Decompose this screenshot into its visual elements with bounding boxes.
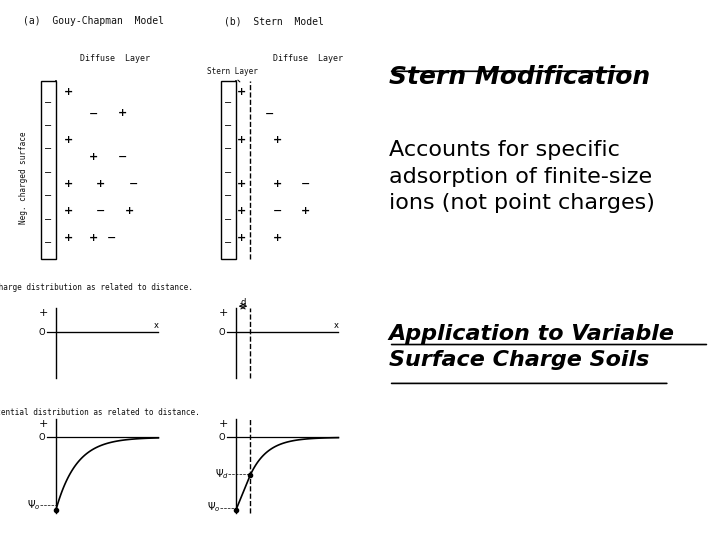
Text: −: −	[44, 144, 52, 154]
Text: Diffuse  Layer: Diffuse Layer	[273, 54, 343, 63]
Text: −: −	[44, 98, 52, 107]
Text: O: O	[38, 433, 45, 442]
Text: −: −	[44, 121, 52, 131]
Text: +: +	[273, 233, 282, 242]
Text: +: +	[89, 152, 98, 161]
Text: −: −	[44, 191, 52, 201]
Text: Accounts for specific
adsorption of finite-size
ions (not point charges): Accounts for specific adsorption of fini…	[389, 140, 654, 213]
Text: +: +	[237, 233, 246, 242]
Text: −: −	[224, 98, 232, 107]
Text: +: +	[237, 179, 246, 188]
Text: +: +	[273, 179, 282, 188]
Text: x: x	[334, 321, 339, 329]
Text: −: −	[224, 238, 232, 248]
Text: +: +	[64, 87, 73, 97]
Text: +: +	[118, 109, 127, 118]
Text: +: +	[237, 87, 246, 97]
Text: +: +	[218, 308, 228, 318]
Text: $\Psi_o$: $\Psi_o$	[207, 501, 221, 515]
Text: O: O	[38, 328, 45, 336]
Text: Diffuse  Layer: Diffuse Layer	[80, 54, 150, 63]
Text: +: +	[96, 179, 105, 188]
Text: +: +	[89, 233, 98, 242]
Text: O: O	[218, 433, 225, 442]
Text: −: −	[96, 206, 106, 215]
Text: +: +	[64, 179, 73, 188]
Text: (a)  Gouy-Chapman  Model: (a) Gouy-Chapman Model	[23, 16, 164, 26]
Text: +: +	[125, 206, 134, 215]
Text: x: x	[154, 321, 159, 329]
Text: −: −	[117, 152, 127, 161]
Text: −: −	[224, 214, 232, 225]
Text: +: +	[302, 206, 310, 215]
Text: +: +	[237, 136, 246, 145]
Text: −: −	[44, 168, 52, 178]
FancyBboxPatch shape	[42, 81, 56, 259]
Text: Stern Layer: Stern Layer	[207, 68, 258, 77]
FancyBboxPatch shape	[222, 81, 236, 259]
Text: +: +	[38, 308, 48, 318]
Text: −: −	[272, 206, 282, 215]
Text: +: +	[218, 419, 228, 429]
Text: +: +	[237, 206, 246, 215]
Text: O: O	[218, 328, 225, 336]
Text: −: −	[89, 109, 99, 118]
Text: −: −	[44, 214, 52, 225]
Text: Potential distribution as related to distance.: Potential distribution as related to dis…	[0, 408, 200, 417]
Text: −: −	[224, 144, 232, 154]
Text: −: −	[224, 121, 232, 131]
Text: −: −	[224, 168, 232, 178]
Text: −: −	[265, 109, 275, 118]
Text: −: −	[107, 233, 117, 242]
Text: −: −	[224, 191, 232, 201]
Text: +: +	[38, 419, 48, 429]
Text: Application to Variable
Surface Charge Soils: Application to Variable Surface Charge S…	[389, 324, 675, 370]
Text: +: +	[64, 233, 73, 242]
Text: −: −	[128, 179, 138, 188]
Text: +: +	[273, 136, 282, 145]
Text: −: −	[301, 179, 311, 188]
Text: Stern Modification: Stern Modification	[389, 65, 650, 89]
Text: Charge distribution as related to distance.: Charge distribution as related to distan…	[0, 284, 193, 293]
Text: (b)  Stern  Model: (b) Stern Model	[224, 16, 323, 26]
Text: −: −	[44, 238, 52, 248]
Text: $\Psi_d$: $\Psi_d$	[215, 467, 229, 481]
Text: +: +	[64, 206, 73, 215]
Text: d: d	[240, 298, 246, 307]
Text: Neg. charged surface: Neg. charged surface	[19, 132, 28, 225]
Text: $\Psi_o$: $\Psi_o$	[27, 498, 41, 512]
Text: +: +	[64, 136, 73, 145]
